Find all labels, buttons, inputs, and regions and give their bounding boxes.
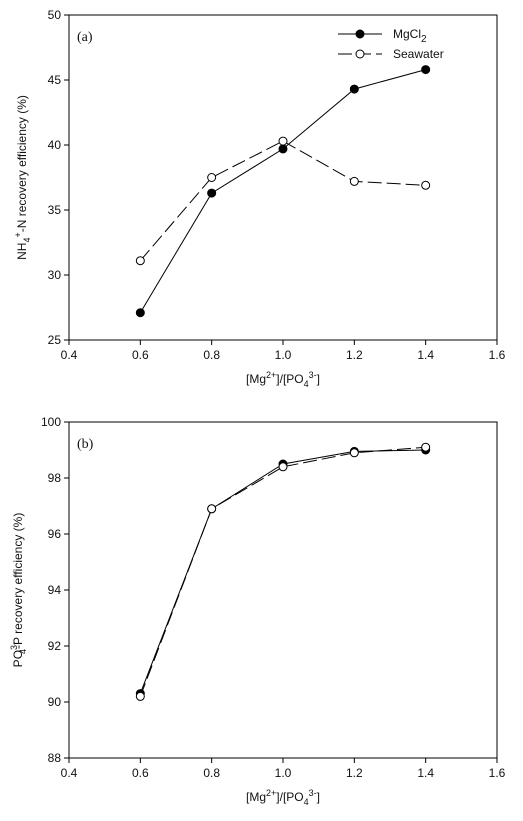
legend-label: Seawater: [393, 47, 444, 61]
data-point-open: [421, 442, 431, 452]
plot-frame: [68, 421, 498, 759]
series-line-open: [139, 446, 426, 697]
plot-frame: [68, 14, 498, 341]
chart-panel-a: 0.4 0.6 0.8 1.0 1.2 1.4 1.6 25 30 35 40 45 50 [Mg2+]/…: [13, 8, 506, 389]
panel-label: (b): [77, 437, 94, 452]
series-line-open: [139, 140, 426, 262]
data-point-open: [278, 136, 288, 146]
legend-marker: [355, 49, 365, 59]
data-point-open: [278, 462, 288, 472]
x-tick-label: 0.4: [61, 348, 78, 362]
data-point-open: [421, 180, 431, 190]
data-point-open: [135, 256, 145, 266]
x-tick-label: 1.4: [417, 766, 434, 780]
data-point-open: [349, 176, 359, 186]
data-point-filled: [349, 84, 359, 94]
y-axis-title: PO3-4-P recovery efficiency (%): [9, 513, 28, 668]
y-tick-label: 100: [41, 415, 61, 429]
x-tick-label: 1.2: [346, 348, 363, 362]
x-tick-label: 1.0: [275, 348, 292, 362]
y-tick-label: 88: [48, 751, 62, 765]
panel-label: (a): [77, 30, 93, 45]
chart-panel-b: 0.4 0.6 0.8 1.0 1.2 1.4 1.6 88 90 92 94 96 98 100 [Mg2…: [9, 415, 506, 807]
x-tick-label: 0.8: [203, 766, 220, 780]
legend-marker: [355, 29, 365, 39]
x-tick-label: 1.4: [417, 348, 434, 362]
y-tick-label: 90: [48, 695, 62, 709]
data-point-open: [207, 173, 217, 182]
y-tick-label: 40: [48, 138, 62, 152]
y-tick-label: 35: [48, 203, 62, 217]
x-tick-label: 0.8: [203, 348, 220, 362]
y-tick-label: 45: [48, 73, 62, 87]
data-point-filled: [278, 144, 288, 154]
x-tick-label: 1.2: [346, 766, 363, 780]
data-point-filled: [135, 308, 145, 318]
series-line-filled: [139, 69, 426, 313]
legend-label: MgCl2: [393, 27, 427, 45]
data-point-open: [135, 691, 145, 701]
y-tick-label: 25: [48, 333, 62, 347]
data-point-filled: [207, 188, 217, 198]
x-tick-label: 0.6: [132, 766, 149, 780]
x-axis-title: [Mg2+]/[PO43-]: [246, 370, 320, 389]
x-axis-title: [Mg2+]/[PO43-]: [246, 788, 320, 807]
x-tick-label: 0.6: [132, 348, 149, 362]
y-axis-title: NH4+-N recovery efficiency (%): [13, 95, 32, 260]
y-tick-label: 98: [48, 471, 62, 485]
series-line-filled: [139, 449, 426, 694]
y-tick-label: 50: [48, 8, 62, 22]
data-point-open: [349, 448, 359, 458]
legend: MgCl2 Seawater: [338, 27, 444, 61]
data-point-open: [207, 504, 217, 514]
x-tick-label: 0.4: [61, 766, 78, 780]
x-tick-label: 1.0: [275, 766, 292, 780]
data-point-filled: [421, 65, 431, 75]
x-tick-label: 1.6: [489, 348, 506, 362]
y-tick-label: 96: [48, 527, 62, 541]
x-tick-label: 1.6: [489, 766, 506, 780]
y-tick-label: 92: [48, 639, 62, 653]
y-tick-label: 94: [48, 583, 62, 597]
y-tick-label: 30: [48, 268, 62, 282]
